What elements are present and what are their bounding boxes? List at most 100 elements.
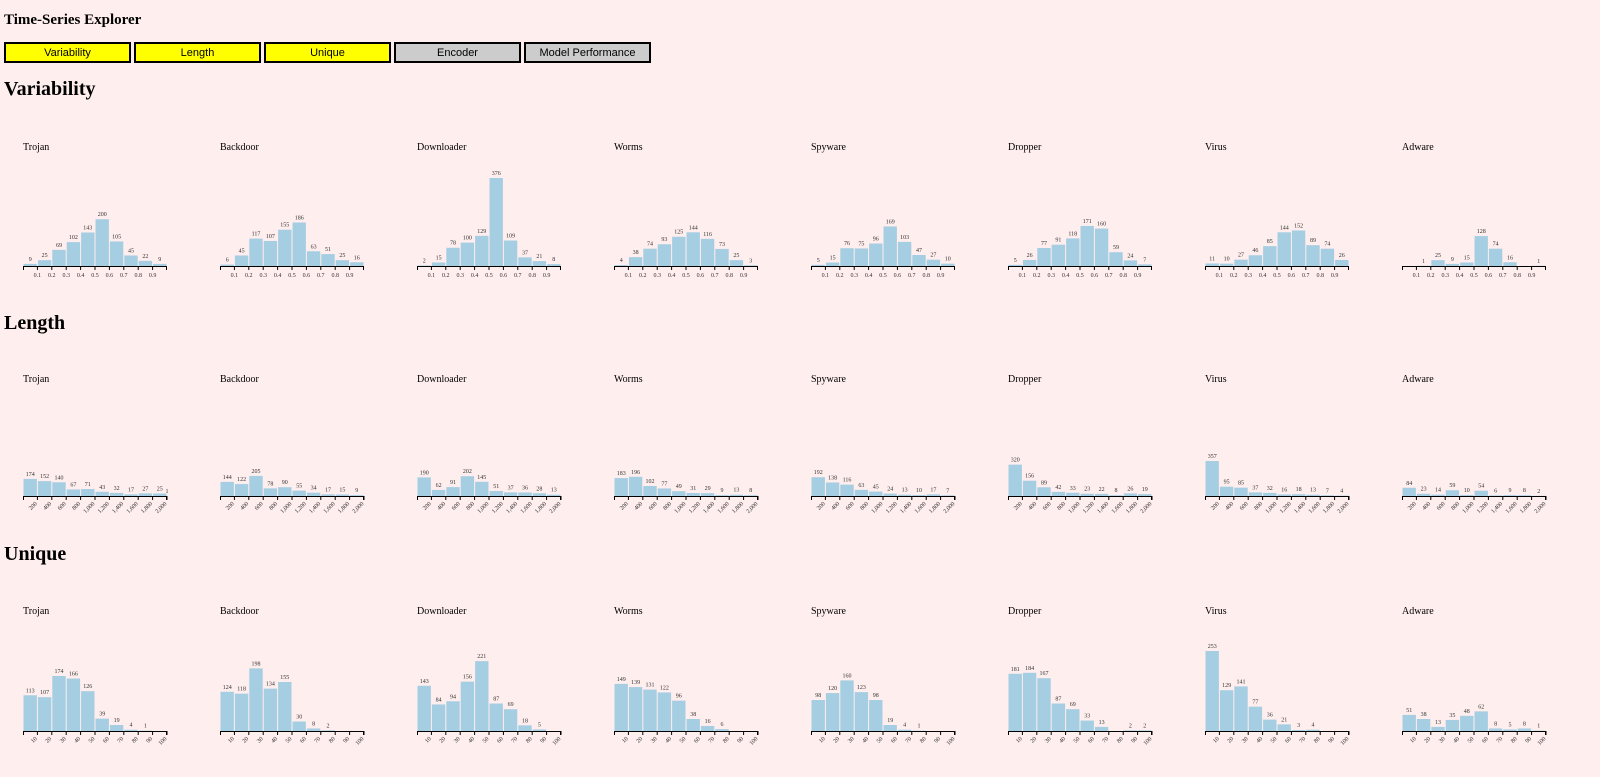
bar-value-label: 152 bbox=[40, 474, 49, 480]
bar-value-label: 8 bbox=[1523, 488, 1526, 494]
x-tick-label: 1,800 bbox=[731, 501, 745, 515]
tab-label[interactable]: Variability bbox=[44, 47, 91, 59]
histogram-bar bbox=[23, 695, 37, 731]
bar-value-label: 93 bbox=[661, 237, 667, 243]
bar-value-label: 46 bbox=[1252, 248, 1258, 254]
x-tick-label: 90 bbox=[1328, 736, 1336, 744]
bar-value-label: 78 bbox=[267, 481, 273, 487]
bar-value-label: 118 bbox=[1068, 231, 1077, 237]
histogram-bar bbox=[1109, 495, 1123, 496]
x-tick-label: 1,400 bbox=[1096, 501, 1110, 515]
bar-value-label: 38 bbox=[633, 250, 639, 256]
tab-button[interactable] bbox=[394, 42, 521, 63]
x-tick-label: 1,600 bbox=[1308, 501, 1322, 515]
x-tick-label: 70 bbox=[708, 736, 716, 744]
histogram-bar bbox=[643, 689, 657, 731]
histogram-bar bbox=[1277, 494, 1291, 496]
x-tick-label: 0.5 bbox=[485, 273, 493, 279]
bar-value-label: 2 bbox=[1143, 723, 1146, 729]
bar-value-label: 94 bbox=[450, 694, 456, 700]
x-tick-label: 80 bbox=[1116, 736, 1124, 744]
bar-value-label: 76 bbox=[844, 241, 850, 247]
histogram-bar bbox=[1503, 262, 1517, 266]
bar-value-label: 36 bbox=[1267, 713, 1273, 719]
x-tick-label: 40 bbox=[74, 736, 82, 744]
histogram-bar bbox=[532, 261, 547, 266]
histogram-bar bbox=[489, 703, 503, 731]
x-tick-label: 600 bbox=[1239, 501, 1250, 512]
x-tick-label: 60 bbox=[890, 736, 898, 744]
bar-value-label: 73 bbox=[719, 242, 725, 248]
x-tick-label: 0.4 bbox=[274, 273, 282, 279]
panel-title: Virus bbox=[1205, 142, 1227, 153]
histogram-bar bbox=[66, 242, 81, 266]
x-tick-label: 80 bbox=[1313, 736, 1321, 744]
panel-title: Virus bbox=[1205, 374, 1227, 385]
x-tick-label: 200 bbox=[1013, 501, 1024, 512]
tab-button[interactable] bbox=[134, 42, 261, 63]
x-tick-label: 1,200 bbox=[294, 501, 308, 515]
histogram-bar bbox=[138, 260, 153, 266]
x-tick-label: 0.7 bbox=[908, 273, 916, 279]
tab-button[interactable] bbox=[4, 42, 131, 63]
x-tick-label: 90 bbox=[343, 736, 351, 744]
x-tick-label: 100 bbox=[552, 736, 563, 747]
x-tick-label: 0.9 bbox=[1528, 273, 1536, 279]
histogram-bar bbox=[1219, 263, 1234, 266]
histogram-bar bbox=[446, 487, 460, 496]
bar-value-label: 48 bbox=[1464, 709, 1470, 715]
bar-value-label: 10 bbox=[916, 488, 922, 494]
bar-value-label: 376 bbox=[492, 171, 501, 177]
histogram-bar bbox=[811, 477, 825, 496]
histogram-bar bbox=[1008, 673, 1022, 731]
bar-value-label: 6 bbox=[721, 722, 724, 728]
histogram-bar bbox=[503, 492, 518, 496]
x-tick-label: 0.2 bbox=[1427, 273, 1435, 279]
x-tick-label: 0.6 bbox=[1091, 273, 1099, 279]
tab-label[interactable]: Encoder bbox=[437, 47, 478, 59]
x-tick-label: 80 bbox=[919, 736, 927, 744]
x-tick-label: 1,200 bbox=[1082, 501, 1096, 515]
histogram-bar bbox=[518, 725, 532, 731]
x-tick-label: 0.1 bbox=[1019, 273, 1027, 279]
histogram-bar bbox=[518, 492, 532, 496]
x-tick-label: 0.9 bbox=[149, 273, 157, 279]
histogram-bar bbox=[614, 683, 628, 731]
histogram-bar bbox=[1022, 259, 1037, 266]
bar-value-label: 14 bbox=[1435, 488, 1441, 494]
x-tick-label: 40 bbox=[665, 736, 673, 744]
tab-label[interactable]: Length bbox=[181, 47, 215, 59]
x-tick-label: 80 bbox=[131, 736, 139, 744]
x-tick-label: 50 bbox=[876, 736, 884, 744]
histogram-bar bbox=[700, 238, 715, 266]
bar-value-label: 2 bbox=[423, 259, 426, 265]
bar-value-label: 27 bbox=[142, 486, 148, 492]
x-tick-label: 1,400 bbox=[1490, 501, 1504, 515]
histogram-bar bbox=[37, 697, 52, 731]
histogram-bar bbox=[657, 244, 672, 266]
x-tick-label: 10 bbox=[1212, 736, 1220, 744]
histogram-bar bbox=[1022, 672, 1037, 731]
bar-value-label: 9 bbox=[721, 488, 724, 494]
bar-value-label: 23 bbox=[1084, 487, 1090, 493]
tab-button[interactable] bbox=[264, 42, 391, 63]
x-tick-label: 90 bbox=[540, 736, 548, 744]
histogram-bar bbox=[81, 232, 95, 266]
x-tick-label: 0.7 bbox=[1499, 273, 1507, 279]
tab-label[interactable]: Unique bbox=[310, 47, 345, 59]
histogram-bar bbox=[700, 493, 715, 496]
bar-value-label: 33 bbox=[1070, 486, 1076, 492]
bar-value-label: 25 bbox=[157, 487, 163, 493]
bar-value-label: 23 bbox=[1421, 487, 1427, 493]
histogram-bar bbox=[643, 248, 657, 266]
tab-button[interactable] bbox=[524, 42, 651, 63]
x-tick-label: 1,000 bbox=[1265, 501, 1279, 515]
histogram-bar bbox=[869, 700, 883, 731]
bar-value-label: 51 bbox=[1406, 708, 1412, 714]
tab-label[interactable]: Model Performance bbox=[540, 47, 636, 59]
bar-value-label: 25 bbox=[339, 253, 345, 259]
bar-value-label: 8 bbox=[1115, 488, 1118, 494]
x-tick-label: 1,800 bbox=[928, 501, 942, 515]
bar-value-label: 253 bbox=[1208, 644, 1217, 650]
x-tick-label: 0.8 bbox=[134, 273, 142, 279]
